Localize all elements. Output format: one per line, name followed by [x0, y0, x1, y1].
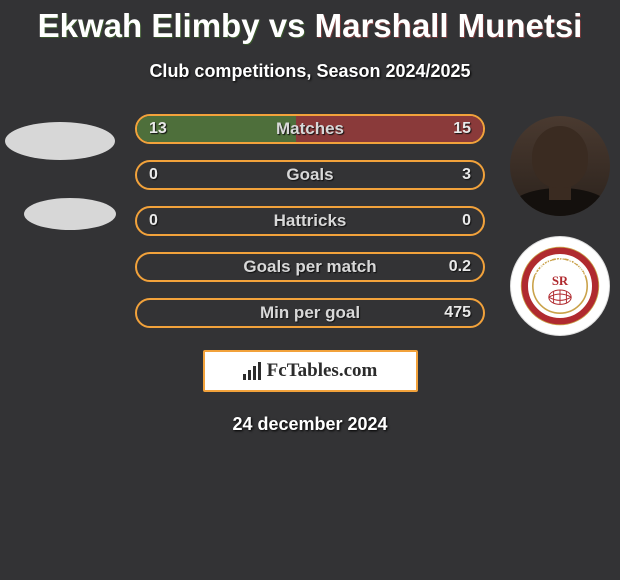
left-avatars — [0, 114, 120, 250]
player1-name: Ekwah Elimby — [38, 7, 260, 44]
stat-value-right: 0 — [462, 208, 471, 234]
stat-label: Goals — [137, 162, 483, 188]
player2-avatar — [510, 116, 610, 216]
date-label: 24 december 2024 — [0, 414, 620, 435]
stat-value-left: 0 — [149, 162, 158, 188]
stat-row: Min per goal475 — [135, 298, 485, 328]
subtitle: Club competitions, Season 2024/2025 — [0, 61, 620, 82]
stat-value-right: 0.2 — [449, 254, 471, 280]
stat-fill-right — [296, 116, 483, 142]
brand-box[interactable]: FcTables.com — [203, 350, 418, 392]
player1-avatar-placeholder — [5, 122, 115, 160]
stat-label: Goals per match — [137, 254, 483, 280]
stat-row: Hattricks0 0 — [135, 206, 485, 236]
stat-value-right: 475 — [444, 300, 471, 326]
stat-value-left: 0 — [149, 208, 158, 234]
player2-name: Marshall Munetsi — [315, 7, 583, 44]
brand-text: FcTables.com — [267, 360, 378, 382]
vs-label: vs — [269, 7, 306, 44]
stat-fill-left — [137, 116, 296, 142]
content: STADE DE REIMS SR Matches1315Goals03Hatt… — [0, 114, 620, 435]
svg-text:SR: SR — [552, 274, 569, 288]
brand-bars-icon — [243, 362, 261, 380]
stat-label: Hattricks — [137, 208, 483, 234]
stat-row: Matches1315 — [135, 114, 485, 144]
stat-row: Goals per match0.2 — [135, 252, 485, 282]
right-avatars: STADE DE REIMS SR — [500, 114, 620, 356]
player1-club-placeholder — [24, 198, 116, 230]
comparison-card: Ekwah Elimby vs Marshall Munetsi Club co… — [0, 0, 620, 580]
reims-crest-icon: STADE DE REIMS SR — [520, 246, 600, 326]
stat-rows: Matches1315Goals03Hattricks00Goals per m… — [135, 114, 485, 328]
stat-row: Goals0 3 — [135, 160, 485, 190]
stat-value-right: 3 — [462, 162, 471, 188]
player2-club-crest: STADE DE REIMS SR — [510, 236, 610, 336]
page-title: Ekwah Elimby vs Marshall Munetsi — [0, 0, 620, 45]
stat-label: Min per goal — [137, 300, 483, 326]
